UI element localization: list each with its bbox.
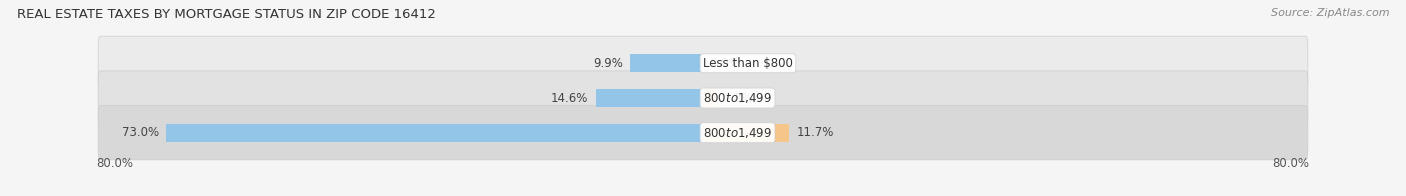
- Text: Source: ZipAtlas.com: Source: ZipAtlas.com: [1271, 8, 1389, 18]
- Text: $800 to $1,499: $800 to $1,499: [703, 91, 772, 105]
- Bar: [703, 124, 789, 142]
- Bar: [596, 89, 703, 107]
- FancyBboxPatch shape: [98, 106, 1308, 160]
- Text: 73.0%: 73.0%: [122, 126, 159, 139]
- Text: Less than $800: Less than $800: [703, 57, 793, 70]
- Bar: [703, 89, 716, 107]
- Text: 9.9%: 9.9%: [593, 57, 623, 70]
- Bar: [166, 124, 703, 142]
- Text: $800 to $1,499: $800 to $1,499: [703, 126, 772, 140]
- Text: 14.6%: 14.6%: [551, 92, 588, 104]
- FancyBboxPatch shape: [98, 36, 1308, 90]
- Bar: [630, 54, 703, 72]
- FancyBboxPatch shape: [98, 71, 1308, 125]
- Text: REAL ESTATE TAXES BY MORTGAGE STATUS IN ZIP CODE 16412: REAL ESTATE TAXES BY MORTGAGE STATUS IN …: [17, 8, 436, 21]
- Text: 1.8%: 1.8%: [724, 92, 754, 104]
- Text: 11.7%: 11.7%: [796, 126, 834, 139]
- Text: 0.0%: 0.0%: [710, 57, 740, 70]
